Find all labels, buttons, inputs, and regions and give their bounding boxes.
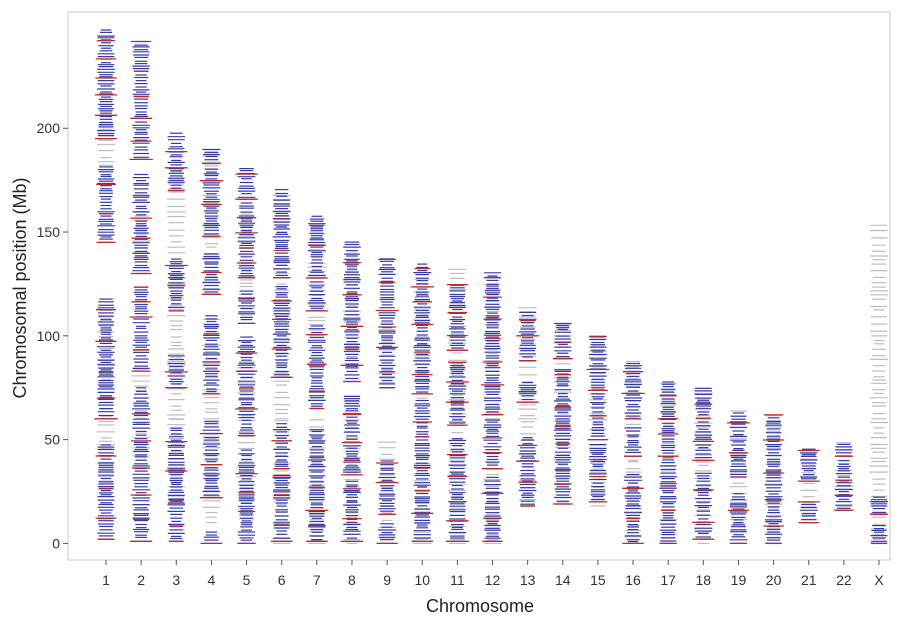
y-tick-label: 200 xyxy=(37,120,61,136)
x-tick-label: 12 xyxy=(485,572,501,588)
y-tick-label: 150 xyxy=(37,224,61,240)
x-tick-label: 21 xyxy=(801,572,817,588)
x-tick-label: 19 xyxy=(731,572,747,588)
x-tick-label: 7 xyxy=(313,572,321,588)
x-tick-label: 20 xyxy=(766,572,782,588)
x-tick-label: 10 xyxy=(414,572,430,588)
x-tick-label: 17 xyxy=(660,572,676,588)
x-tick-label: 6 xyxy=(278,572,286,588)
x-tick-label: 3 xyxy=(172,572,180,588)
y-axis-ticks: 0 50 100 150 200 xyxy=(37,120,68,551)
x-axis-title: Chromosome xyxy=(426,596,534,616)
x-tick-label: X xyxy=(874,572,884,588)
x-tick-label: 16 xyxy=(625,572,641,588)
x-tick-label: 11 xyxy=(450,572,465,588)
x-tick-label: 22 xyxy=(836,572,852,588)
x-tick-label: 15 xyxy=(590,572,606,588)
y-tick-label: 100 xyxy=(37,328,61,344)
x-tick-label: 9 xyxy=(383,572,391,588)
red-bands-layer xyxy=(94,40,888,545)
y-axis-title: Chromosomal position (Mb) xyxy=(10,177,30,398)
x-tick-label: 5 xyxy=(243,572,251,588)
x-tick-label: 18 xyxy=(696,572,712,588)
y-tick-label: 0 xyxy=(52,535,60,551)
y-tick-label: 50 xyxy=(44,432,60,448)
x-tick-label: 2 xyxy=(137,572,145,588)
x-tick-label: 13 xyxy=(520,572,536,588)
x-tick-label: 14 xyxy=(555,572,571,588)
x-tick-label: 8 xyxy=(348,572,356,588)
x-tick-label: 4 xyxy=(208,572,216,588)
x-tick-label: 1 xyxy=(102,572,110,588)
x-axis-ticks: 1 2 3 4 5 6 7 8 9 10 11 12 13 14 15 16 17 18 19 20 21 22 X xyxy=(102,560,884,588)
